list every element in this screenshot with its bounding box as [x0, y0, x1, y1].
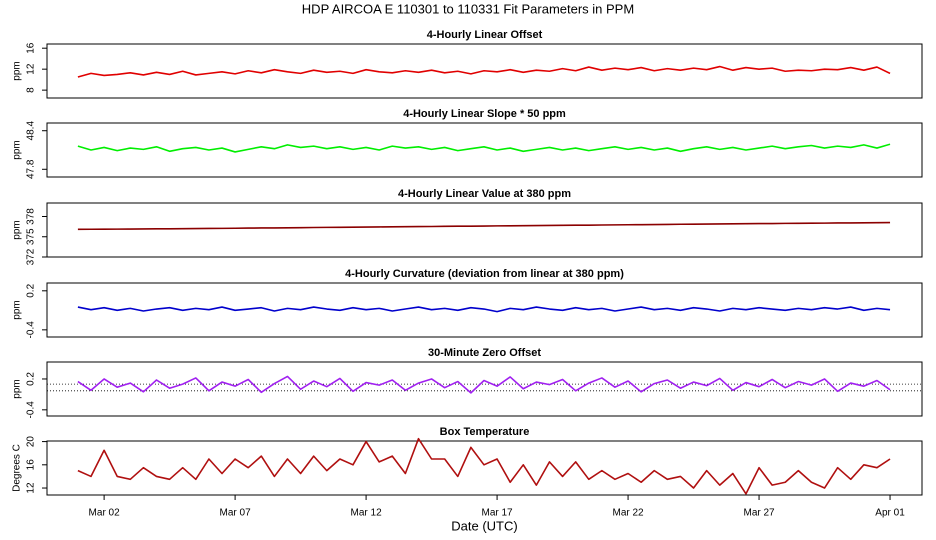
data-line	[77, 65, 891, 78]
panel-frame	[46, 202, 923, 258]
x-tick-label: Mar 02	[89, 508, 121, 519]
y-tick-label: 372	[26, 248, 37, 265]
y-tick-label: 8	[26, 87, 37, 93]
y-tick-label: 20	[26, 436, 37, 448]
panel-frame	[46, 43, 923, 99]
y-tick-label: 47.8	[26, 159, 37, 179]
data-line	[77, 221, 891, 231]
y-tick-label: 16	[26, 42, 37, 54]
panel-title: 4-Hourly Linear Value at 380 ppm	[398, 188, 571, 200]
panel-title: Box Temperature	[440, 426, 530, 438]
y-tick-label: 0.2	[26, 372, 37, 386]
x-tick-label: Mar 22	[613, 508, 645, 519]
y-axis-label: ppm	[12, 220, 23, 239]
data-line	[77, 143, 891, 153]
data-line	[77, 375, 891, 394]
x-tick-label: Mar 07	[220, 508, 252, 519]
x-tick-label: Mar 17	[482, 508, 514, 519]
y-axis-label: Degrees C	[12, 444, 23, 492]
panel-frame	[46, 282, 923, 338]
y-axis-label: ppm	[12, 379, 23, 398]
panel-title: 4-Hourly Linear Offset	[427, 29, 543, 41]
y-tick-label: -0.4	[26, 401, 37, 419]
x-tick-label: Mar 27	[743, 508, 775, 519]
y-axis-label: ppm	[12, 61, 23, 80]
panel-frame	[46, 440, 923, 496]
y-tick-label: 12	[26, 63, 37, 75]
x-tick-label: Mar 12	[351, 508, 383, 519]
panel-title: 30-Minute Zero Offset	[428, 347, 541, 359]
x-tick-label: Apr 01	[875, 508, 905, 519]
y-tick-label: 12	[26, 482, 37, 494]
data-line	[77, 437, 891, 495]
panel-title: 4-Hourly Linear Slope * 50 ppm	[403, 108, 566, 120]
y-tick-label: 0.2	[26, 283, 37, 297]
panel-frame	[46, 361, 923, 417]
y-tick-label: -0.4	[26, 321, 37, 339]
x-axis-label: Date (UTC)	[451, 518, 517, 533]
y-axis-label: ppm	[12, 300, 23, 319]
panel-title: 4-Hourly Curvature (deviation from linea…	[345, 268, 624, 280]
y-axis-label: ppm	[12, 140, 23, 159]
y-tick-label: 48.4	[26, 121, 37, 141]
y-tick-label: 375	[26, 228, 37, 245]
y-tick-label: 378	[26, 208, 37, 225]
panel-frame	[46, 122, 923, 178]
y-tick-label: 16	[26, 459, 37, 471]
data-line	[77, 306, 891, 313]
chart-title: HDP AIRCOA E 110301 to 110331 Fit Parame…	[302, 1, 634, 16]
